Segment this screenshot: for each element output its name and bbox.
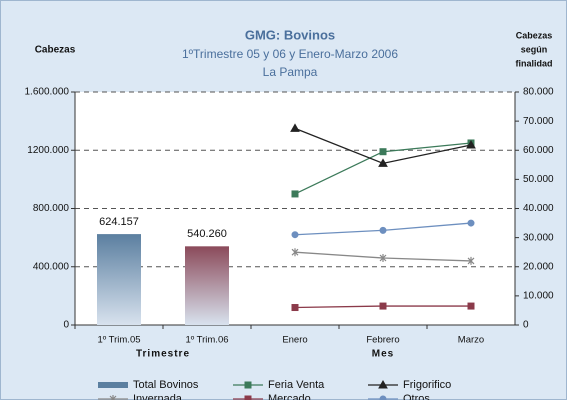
x-group-label: Trimestre	[136, 349, 190, 360]
legend-swatch	[98, 382, 128, 388]
legend-label: Feria Venta	[268, 379, 325, 391]
y2-tick-label: 60.000	[523, 145, 554, 156]
y2-tick-label: 30.000	[523, 232, 554, 243]
marker	[467, 302, 475, 310]
marker	[467, 219, 475, 227]
legend-label: Otros	[403, 393, 430, 400]
y-axis-label: Cabezas	[35, 45, 76, 56]
y2-tick-label: 10.000	[523, 291, 554, 302]
marker	[109, 395, 117, 400]
legend-label: Mercado	[268, 393, 311, 400]
value-label: 540.260	[187, 228, 227, 240]
y2-tick-label: 0	[523, 320, 529, 331]
marker	[244, 395, 252, 400]
marker	[379, 254, 387, 263]
y2-axis-label: según	[521, 44, 548, 54]
marker	[378, 379, 388, 389]
marker	[379, 395, 387, 400]
y-tick-label: 800.000	[33, 203, 70, 214]
subtitle: 1ºTrimestre 05 y 06 y Enero-Marzo 2006	[182, 47, 398, 61]
marker	[290, 123, 300, 132]
marker	[378, 158, 388, 167]
y2-tick-label: 80.000	[523, 87, 554, 98]
subtitle: La Pampa	[263, 65, 318, 79]
legend-label: Frigorifico	[403, 379, 451, 391]
bar	[185, 246, 229, 325]
x-tick-label: 1º Trim.06	[185, 335, 228, 346]
marker	[466, 140, 476, 149]
chart-title: GMG: Bovinos	[245, 27, 335, 42]
legend-label: Invernada	[133, 393, 183, 400]
y2-tick-label: 70.000	[523, 116, 554, 127]
y-tick-label: 1.600.000	[25, 87, 70, 98]
marker	[291, 231, 299, 239]
legend-label: Total Bovinos	[133, 379, 199, 391]
marker	[291, 304, 299, 312]
y2-axis-label: finalidad	[515, 58, 552, 68]
y2-tick-label: 40.000	[523, 203, 554, 214]
marker	[244, 381, 252, 389]
marker	[379, 226, 387, 234]
x-tick-label: Febrero	[366, 335, 399, 346]
bar	[97, 234, 141, 325]
x-tick-label: Enero	[282, 335, 307, 346]
marker	[379, 302, 387, 310]
marker	[291, 248, 299, 257]
marker	[291, 190, 299, 198]
y2-axis-label: Cabezas	[516, 30, 553, 40]
y-tick-label: 0	[63, 320, 69, 331]
y2-tick-label: 20.000	[523, 261, 554, 272]
y-tick-label: 1200.000	[27, 145, 69, 156]
y2-tick-label: 50.000	[523, 174, 554, 185]
y-tick-label: 400.000	[33, 261, 70, 272]
marker	[379, 148, 387, 156]
x-group-label: Mes	[372, 349, 394, 360]
x-tick-label: 1º Trim.05	[97, 335, 140, 346]
marker	[467, 256, 475, 265]
value-label: 624.157	[99, 216, 139, 228]
x-tick-label: Marzo	[458, 335, 484, 346]
